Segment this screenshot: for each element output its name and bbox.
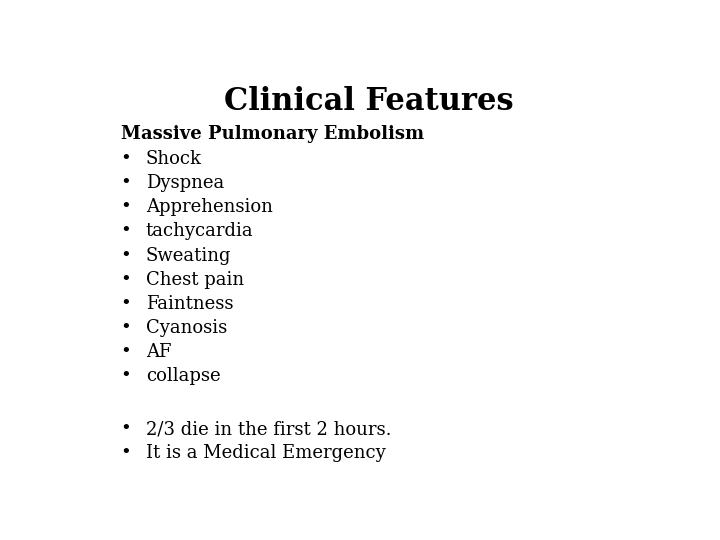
Text: •: • <box>121 174 132 192</box>
Text: •: • <box>121 343 132 361</box>
Text: It is a Medical Emergency: It is a Medical Emergency <box>145 444 385 462</box>
Text: •: • <box>121 444 132 462</box>
Text: •: • <box>121 420 132 438</box>
Text: collapse: collapse <box>145 367 220 385</box>
Text: •: • <box>121 222 132 240</box>
Text: Sweating: Sweating <box>145 246 231 265</box>
Text: AF: AF <box>145 343 171 361</box>
Text: Shock: Shock <box>145 150 202 168</box>
Text: Massive Pulmonary Embolism: Massive Pulmonary Embolism <box>121 125 424 143</box>
Text: •: • <box>121 150 132 168</box>
Text: Cyanosis: Cyanosis <box>145 319 227 337</box>
Text: •: • <box>121 319 132 337</box>
Text: Dyspnea: Dyspnea <box>145 174 224 192</box>
Text: •: • <box>121 198 132 217</box>
Text: •: • <box>121 367 132 385</box>
Text: tachycardia: tachycardia <box>145 222 253 240</box>
Text: 2/3 die in the first 2 hours.: 2/3 die in the first 2 hours. <box>145 420 391 438</box>
Text: Chest pain: Chest pain <box>145 271 244 288</box>
Text: Clinical Features: Clinical Features <box>224 85 514 117</box>
Text: •: • <box>121 271 132 288</box>
Text: Apprehension: Apprehension <box>145 198 273 217</box>
Text: •: • <box>121 246 132 265</box>
Text: Faintness: Faintness <box>145 295 233 313</box>
Text: •: • <box>121 295 132 313</box>
